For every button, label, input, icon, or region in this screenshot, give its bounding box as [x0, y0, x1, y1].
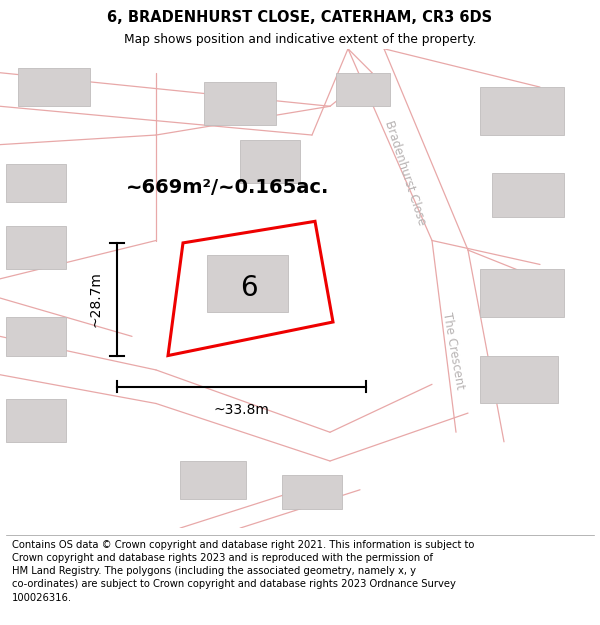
FancyBboxPatch shape: [180, 461, 246, 499]
FancyBboxPatch shape: [282, 476, 342, 509]
FancyBboxPatch shape: [207, 255, 288, 312]
FancyBboxPatch shape: [204, 82, 276, 126]
FancyBboxPatch shape: [240, 140, 300, 183]
FancyBboxPatch shape: [480, 356, 558, 404]
Text: The Crescent: The Crescent: [440, 311, 466, 390]
FancyBboxPatch shape: [480, 87, 564, 135]
Text: ~33.8m: ~33.8m: [214, 404, 269, 418]
FancyBboxPatch shape: [6, 318, 66, 356]
Text: Map shows position and indicative extent of the property.: Map shows position and indicative extent…: [124, 33, 476, 46]
FancyBboxPatch shape: [6, 226, 66, 269]
Text: Bradenhurst Close: Bradenhurst Close: [382, 119, 428, 228]
Text: 6, BRADENHURST CLOSE, CATERHAM, CR3 6DS: 6, BRADENHURST CLOSE, CATERHAM, CR3 6DS: [107, 10, 493, 25]
FancyBboxPatch shape: [6, 164, 66, 202]
Text: ~28.7m: ~28.7m: [88, 271, 102, 327]
Text: Contains OS data © Crown copyright and database right 2021. This information is : Contains OS data © Crown copyright and d…: [12, 540, 475, 602]
FancyBboxPatch shape: [18, 68, 90, 106]
Text: 6: 6: [240, 274, 258, 302]
FancyBboxPatch shape: [480, 269, 564, 318]
FancyBboxPatch shape: [6, 399, 66, 442]
Text: ~669m²/~0.165ac.: ~669m²/~0.165ac.: [127, 178, 329, 198]
FancyBboxPatch shape: [492, 173, 564, 216]
FancyBboxPatch shape: [336, 72, 390, 106]
